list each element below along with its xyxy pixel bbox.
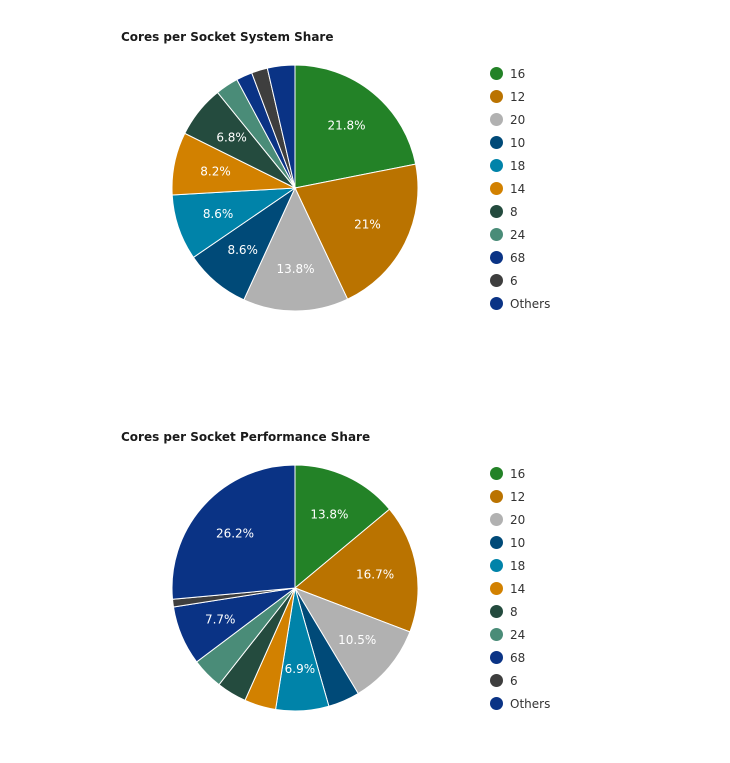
slice-data-label: 8.2% <box>200 165 231 179</box>
legend-label: 14 <box>510 181 526 196</box>
legend-swatch <box>490 67 503 80</box>
legend-label: Others <box>510 696 551 711</box>
legend-label: 10 <box>510 535 526 550</box>
pie-slice-16 <box>294 464 391 590</box>
legend-swatch <box>490 113 503 126</box>
pie-slice-20 <box>293 587 411 695</box>
legend-swatch <box>490 513 503 526</box>
legend-label: Others <box>510 296 551 311</box>
system-share-chart: Cores per Socket System Share 21.8% 21% 13… <box>0 30 730 360</box>
legend-swatch <box>490 297 503 310</box>
chart-title: Cores per Socket System Share <box>121 30 334 44</box>
legend-label: 16 <box>510 466 526 481</box>
legend-item: 14 <box>490 177 550 200</box>
slice-data-label: 8.6% <box>227 243 258 257</box>
legend-swatch <box>490 159 503 172</box>
pie-slice-others <box>171 464 296 600</box>
legend-swatch <box>490 651 503 664</box>
legend-label: 10 <box>510 135 526 150</box>
legend-swatch <box>490 467 503 480</box>
legend-label: 12 <box>510 489 526 504</box>
legend-item: 14 <box>490 577 550 600</box>
pie-slice-others <box>266 64 296 189</box>
slice-data-label: 7.7% <box>205 613 236 627</box>
legend-item: 68 <box>490 246 550 269</box>
legend-label: 8 <box>510 204 518 219</box>
legend-swatch <box>490 582 503 595</box>
slice-data-label: 21.8% <box>327 118 365 132</box>
legend-item: 6 <box>490 669 550 692</box>
legend-label: 18 <box>510 158 526 173</box>
slice-data-label: 21% <box>354 218 381 232</box>
legend-item: 24 <box>490 623 550 646</box>
legend-label: 24 <box>510 627 526 642</box>
legend-swatch <box>490 628 503 641</box>
pie-chart: 21.8% 21% 13.8% 8.6% 8.6% 8.2% 6.8% <box>171 64 419 312</box>
legend-label: 6 <box>510 673 518 688</box>
legend-swatch <box>490 536 503 549</box>
legend-swatch <box>490 490 503 503</box>
legend-item: 10 <box>490 531 550 554</box>
legend-label: 24 <box>510 227 526 242</box>
legend-label: 68 <box>510 650 526 665</box>
slice-data-label: 8.6% <box>203 207 234 221</box>
legend-item: 6 <box>490 269 550 292</box>
legend-label: 16 <box>510 66 526 81</box>
slice-data-label: 6.9% <box>285 662 316 676</box>
legend-item: Others <box>490 292 550 315</box>
legend-item: 24 <box>490 223 550 246</box>
slice-data-label: 13.8% <box>310 508 348 522</box>
legend-item: 18 <box>490 154 550 177</box>
legend-item: 8 <box>490 600 550 623</box>
pie-chart: 13.8% 16.7% 10.5% 6.9% 7.7% 26.2% <box>171 464 419 712</box>
legend-item: 20 <box>490 508 550 531</box>
legend-label: 14 <box>510 581 526 596</box>
slice-data-label: 16.7% <box>356 568 394 582</box>
pie-slice-20 <box>243 186 349 312</box>
legend-item: 12 <box>490 485 550 508</box>
legend-swatch <box>490 182 503 195</box>
legend-item: 18 <box>490 554 550 577</box>
chart-title: Cores per Socket Performance Share <box>121 430 371 444</box>
slice-data-label: 26.2% <box>216 526 254 540</box>
legend-swatch <box>490 136 503 149</box>
legend-swatch <box>490 274 503 287</box>
legend-label: 12 <box>510 89 526 104</box>
slice-data-label: 10.5% <box>338 633 376 647</box>
slice-data-label: 6.8% <box>216 130 247 144</box>
legend-item: 16 <box>490 462 550 485</box>
legend-swatch <box>490 605 503 618</box>
performance-share-chart: Cores per Socket Performance Share 13.8%… <box>0 430 730 760</box>
legend-label: 68 <box>510 250 526 265</box>
pie-slice-12 <box>294 508 419 633</box>
legend-item: Others <box>490 692 550 715</box>
legend-item: 12 <box>490 85 550 108</box>
legend-swatch <box>490 251 503 264</box>
legend-swatch <box>490 90 503 103</box>
legend-item: 68 <box>490 646 550 669</box>
legend-label: 18 <box>510 558 526 573</box>
legend-label: 20 <box>510 512 526 527</box>
legend-label: 6 <box>510 273 518 288</box>
chart-legend: 16 12 20 10 18 14 8 24 68 6 Others <box>490 462 550 715</box>
legend-label: 8 <box>510 604 518 619</box>
legend-swatch <box>490 697 503 710</box>
legend-swatch <box>490 674 503 687</box>
legend-swatch <box>490 228 503 241</box>
legend-label: 20 <box>510 112 526 127</box>
slice-data-label: 13.8% <box>276 262 314 276</box>
legend-item: 10 <box>490 131 550 154</box>
legend-item: 8 <box>490 200 550 223</box>
pie-slice-16 <box>294 64 417 189</box>
chart-legend: 16 12 20 10 18 14 8 24 68 6 Others <box>490 62 550 315</box>
legend-swatch <box>490 559 503 572</box>
legend-swatch <box>490 205 503 218</box>
legend-item: 16 <box>490 62 550 85</box>
legend-item: 20 <box>490 108 550 131</box>
pie-slice-12 <box>294 163 419 300</box>
